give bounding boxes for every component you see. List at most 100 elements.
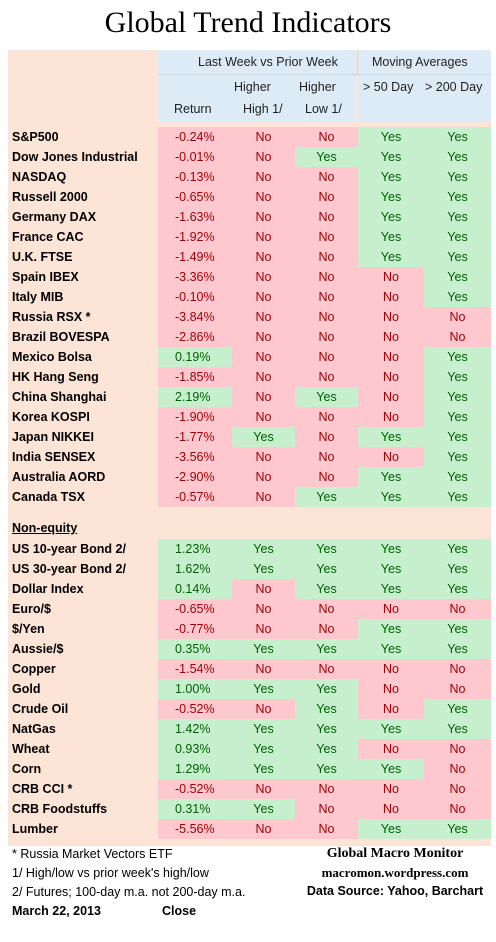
row-name: U.K. FTSE [12, 250, 73, 264]
table-row: US 30-year Bond 2/1.62% Yes Yes Yes Yes [8, 559, 491, 579]
cell-ret: 0.31% [158, 799, 232, 819]
row-name: Russia RSX * [12, 310, 91, 324]
data-source: Data Source: Yahoo, Barchart [306, 884, 484, 898]
cell-m200: No [424, 307, 491, 327]
non-equity-title: Non-equity [12, 521, 78, 535]
cell-hh: No [232, 227, 295, 247]
cell-m50: No [358, 347, 424, 367]
cell-hh: No [232, 367, 295, 387]
cell-hl: No [295, 247, 358, 267]
cell-hl: Yes [295, 147, 358, 167]
cell-hh: Yes [232, 427, 295, 447]
cell-m50: No [358, 699, 424, 719]
cell-m200: No [424, 799, 491, 819]
cell-m200: Yes [424, 207, 491, 227]
cell-m50: No [358, 779, 424, 799]
row-name: Japan NIKKEI [12, 430, 94, 444]
cell-m50: No [358, 387, 424, 407]
brand-name: Global Macro Monitor [326, 846, 464, 861]
table-row: India SENSEX -3.56% No No No Yes [8, 447, 491, 467]
row-name: Dow Jones Industrial [12, 150, 138, 164]
cell-m50: Yes [358, 247, 424, 267]
cell-hh: No [232, 387, 295, 407]
table-row: Crude Oil -0.52% No Yes No Yes [8, 699, 491, 719]
table-row: Dow Jones Industrial -0.01% No Yes Yes Yes [8, 147, 491, 167]
cell-ret: 1.42% [158, 719, 232, 739]
cell-hl: Yes [295, 739, 358, 759]
cell-m50: No [358, 407, 424, 427]
cell-hh: No [232, 467, 295, 487]
cell-hl: Yes [295, 387, 358, 407]
cell-hh: Yes [232, 799, 295, 819]
cell-ret: 1.62% [158, 559, 232, 579]
cell-hl: No [295, 427, 358, 447]
row-name: Euro/$ [12, 602, 51, 616]
row-name: Russell 2000 [12, 190, 88, 204]
cell-m50: Yes [358, 539, 424, 559]
cell-ret: -0.13% [158, 167, 232, 187]
cell-m200: No [424, 739, 491, 759]
cell-hh: Yes [232, 679, 295, 699]
table-row: France CAC -1.92% No No Yes Yes [8, 227, 491, 247]
cell-ret: -1.90% [158, 407, 232, 427]
table-row: Gold 1.00% Yes Yes No No [8, 679, 491, 699]
cell-hl: No [295, 327, 358, 347]
cell-m50: Yes [358, 147, 424, 167]
table-row: Mexico Bolsa 0.19% No No No Yes [8, 347, 491, 367]
cell-hl: No [295, 799, 358, 819]
table-row: Brazil BOVESPA -2.86% No No No No [8, 327, 491, 347]
cell-ret: -1.85% [158, 367, 232, 387]
trend-table: Last Week vs Prior Week Moving Averages … [8, 50, 491, 846]
cell-m200: Yes [424, 387, 491, 407]
cell-m50: Yes [358, 427, 424, 447]
row-name: Copper [12, 662, 56, 676]
cell-ret: -0.57% [158, 487, 232, 507]
row-name: US 10-year Bond 2/ [12, 542, 126, 556]
row-name: Germany DAX [12, 210, 97, 224]
cell-m200: No [424, 327, 491, 347]
table-row: NASDAQ -0.13% No No Yes Yes [8, 167, 491, 187]
cell-hl: No [295, 287, 358, 307]
table-row: Wheat 0.93% Yes Yes No No [8, 739, 491, 759]
cell-m50: Yes [358, 559, 424, 579]
cell-hh: No [232, 207, 295, 227]
cell-hl: Yes [295, 699, 358, 719]
cell-m50: Yes [358, 467, 424, 487]
cell-m200: Yes [424, 579, 491, 599]
row-name: Crude Oil [12, 702, 69, 716]
cell-hl: No [295, 267, 358, 287]
cell-ret: -0.52% [158, 779, 232, 799]
cell-hh: No [232, 699, 295, 719]
header-return: Return [174, 102, 212, 116]
cell-ret: -0.52% [158, 699, 232, 719]
cell-hh: Yes [232, 539, 295, 559]
cell-hh: No [232, 327, 295, 347]
close-label: Close [162, 904, 197, 918]
cell-m50: No [358, 739, 424, 759]
cell-hh: No [232, 187, 295, 207]
column-divider [357, 50, 358, 74]
row-name: Korea KOSPI [12, 410, 90, 424]
cell-m200: No [424, 599, 491, 619]
cell-hh: Yes [232, 719, 295, 739]
cell-hh: Yes [232, 759, 295, 779]
header-group-week: Last Week vs Prior Week [198, 55, 338, 69]
cell-m200: Yes [424, 187, 491, 207]
footnote-1: 1/ High/low vs prior week's high/low [12, 866, 209, 880]
cell-m200: Yes [424, 227, 491, 247]
table-row: China Shanghai 2.19% No Yes No Yes [8, 387, 491, 407]
cell-hh: No [232, 307, 295, 327]
cell-m200: Yes [424, 699, 491, 719]
row-name: India SENSEX [12, 450, 96, 464]
brand-site: macromon.wordpress.com [321, 865, 469, 880]
cell-m200: Yes [424, 619, 491, 639]
cell-ret: 0.35% [158, 639, 232, 659]
table-row: CRB CCI * -0.52% No No No No [8, 779, 491, 799]
row-name: Italy MIB [12, 290, 64, 304]
header-divider [158, 74, 491, 75]
row-name: Brazil BOVESPA [12, 330, 110, 344]
table-row: Euro/$ -0.65% No No No No [8, 599, 491, 619]
cell-m200: Yes [424, 287, 491, 307]
cell-hh: No [232, 779, 295, 799]
cell-hh: No [232, 127, 295, 147]
